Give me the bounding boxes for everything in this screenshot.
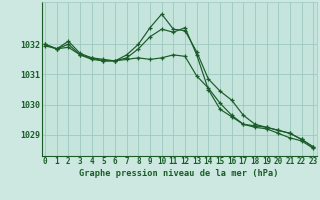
X-axis label: Graphe pression niveau de la mer (hPa): Graphe pression niveau de la mer (hPa): [79, 169, 279, 178]
